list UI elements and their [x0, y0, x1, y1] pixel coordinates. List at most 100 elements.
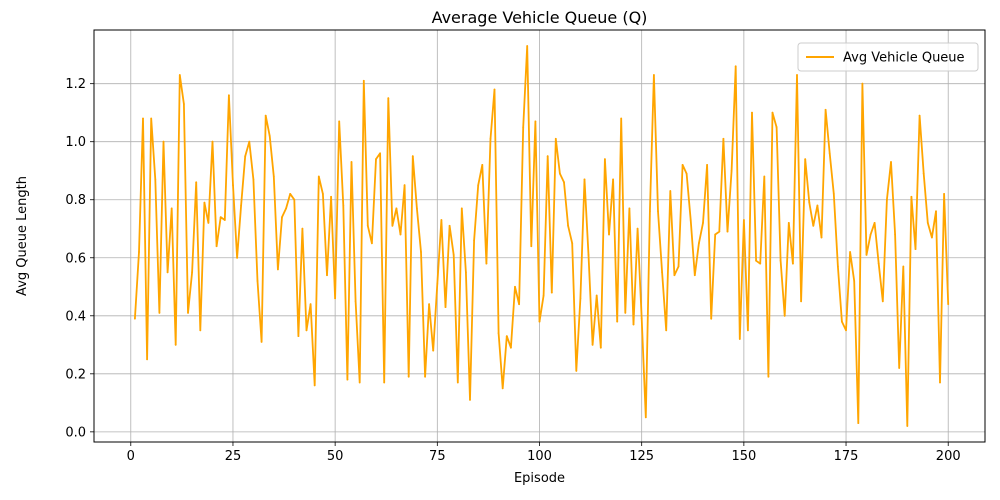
- data-point: [665, 329, 668, 332]
- data-point: [395, 207, 398, 210]
- data-point: [236, 256, 239, 259]
- data-point: [256, 280, 259, 282]
- x-axis-ticks: 0 25 50 75 100 125 150 175 200: [127, 442, 961, 464]
- data-point: [195, 181, 198, 184]
- series-points: [134, 45, 950, 427]
- data-point: [232, 184, 234, 187]
- data-point: [563, 181, 565, 184]
- data-point: [869, 233, 872, 236]
- data-point: [800, 300, 802, 303]
- data-point: [465, 271, 467, 274]
- data-point: [391, 224, 394, 227]
- data-point: [354, 300, 357, 303]
- data-point: [922, 172, 925, 175]
- data-point: [599, 346, 602, 349]
- data-point: [309, 303, 312, 306]
- data-point: [387, 97, 390, 100]
- data-point: [661, 271, 663, 274]
- data-point: [612, 178, 614, 181]
- data-point: [162, 140, 165, 143]
- x-tick-label: 75: [429, 449, 446, 464]
- data-point: [943, 193, 945, 195]
- data-point: [902, 265, 905, 268]
- data-point: [743, 219, 745, 221]
- x-tick-label: 200: [936, 449, 961, 464]
- data-point: [285, 207, 287, 210]
- data-point: [595, 294, 598, 297]
- data-point: [272, 175, 275, 178]
- data-point: [926, 222, 929, 224]
- data-point: [755, 259, 757, 262]
- y-tick-label: 0.8: [65, 193, 86, 208]
- x-tick-label: 125: [629, 449, 654, 464]
- data-point: [219, 216, 222, 219]
- data-point: [575, 370, 578, 372]
- data-point: [898, 367, 901, 369]
- data-point: [865, 254, 868, 256]
- gridlines: [94, 30, 985, 442]
- data-point: [706, 164, 708, 166]
- data-point: [812, 224, 815, 227]
- y-tick-label: 1.0: [65, 135, 86, 150]
- data-point: [763, 175, 766, 178]
- data-point: [583, 178, 586, 181]
- data-point: [240, 204, 243, 207]
- data-point: [432, 349, 435, 352]
- data-point: [714, 233, 717, 236]
- data-point: [845, 329, 847, 332]
- data-point: [571, 242, 574, 245]
- data-point: [297, 335, 300, 337]
- data-point: [787, 222, 790, 224]
- data-point: [485, 262, 488, 265]
- x-tick-label: 150: [731, 449, 756, 464]
- data-point: [138, 251, 140, 253]
- data-point: [881, 300, 884, 303]
- data-point: [444, 306, 447, 308]
- data-point: [604, 158, 606, 161]
- data-point: [518, 303, 520, 306]
- data-point: [501, 387, 504, 390]
- data-point: [747, 329, 749, 332]
- data-point: [886, 198, 888, 201]
- data-point: [689, 219, 692, 221]
- data-point: [861, 82, 864, 85]
- data-point: [399, 233, 402, 236]
- legend-label: Avg Vehicle Queue: [843, 51, 965, 66]
- data-point: [514, 285, 516, 288]
- data-point: [624, 312, 627, 314]
- data-point: [890, 161, 892, 163]
- data-point: [644, 416, 647, 419]
- data-point: [567, 224, 569, 227]
- chart-title: Average Vehicle Queue (Q): [432, 8, 648, 27]
- data-point: [931, 236, 933, 239]
- x-tick-label: 25: [225, 449, 242, 464]
- data-point: [775, 126, 778, 129]
- data-point: [698, 242, 700, 245]
- data-point: [947, 303, 950, 306]
- data-point: [640, 317, 643, 320]
- x-axis-title: Episode: [514, 471, 565, 486]
- data-point: [322, 193, 324, 195]
- data-point: [894, 233, 896, 236]
- data-point: [334, 297, 336, 300]
- data-point: [383, 381, 386, 384]
- data-point: [591, 343, 594, 346]
- data-point: [416, 207, 418, 210]
- data-point: [281, 216, 283, 219]
- data-point: [657, 210, 659, 213]
- data-point: [211, 140, 214, 143]
- data-point: [820, 236, 823, 239]
- data-point: [849, 251, 851, 253]
- data-point: [730, 169, 733, 172]
- data-point: [326, 274, 328, 277]
- data-point: [906, 425, 909, 427]
- series-layer: [134, 45, 950, 427]
- data-point: [187, 312, 189, 314]
- data-point: [371, 242, 373, 245]
- data-point: [510, 346, 512, 349]
- data-point: [636, 227, 639, 230]
- x-tick-label: 0: [127, 449, 135, 464]
- data-point: [653, 74, 655, 76]
- data-point: [248, 140, 251, 143]
- data-point: [428, 303, 430, 306]
